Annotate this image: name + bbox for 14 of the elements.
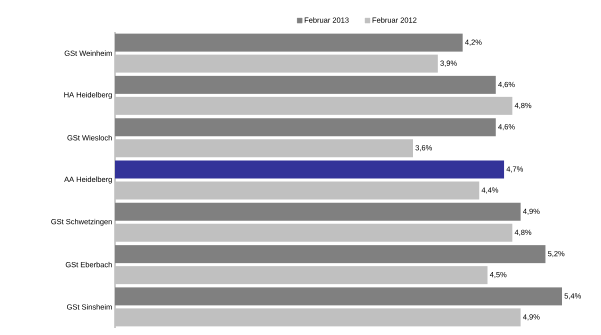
bar bbox=[115, 139, 414, 158]
bar bbox=[115, 308, 521, 326]
bar bbox=[115, 160, 504, 179]
bar bbox=[115, 96, 512, 115]
bar bbox=[115, 202, 521, 221]
bar bbox=[115, 245, 546, 264]
bar bbox=[115, 118, 496, 136]
bar bbox=[115, 54, 438, 73]
bar bbox=[115, 34, 463, 52]
bar bbox=[115, 76, 496, 94]
bar bbox=[115, 224, 512, 242]
bar bbox=[115, 182, 480, 200]
bar bbox=[115, 266, 488, 284]
bar bbox=[115, 287, 562, 306]
